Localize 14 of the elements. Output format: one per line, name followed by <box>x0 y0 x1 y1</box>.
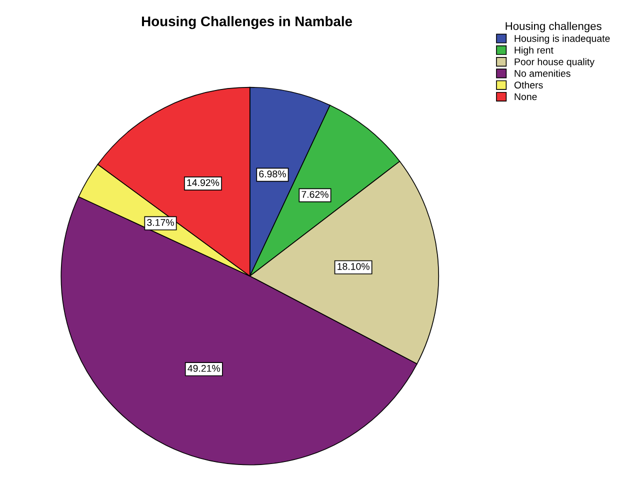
legend-title: Housing challenges <box>506 22 602 32</box>
legend-label: Housing is inadequate <box>514 34 610 44</box>
data-label: 3.17% <box>147 219 174 226</box>
legend-label: No amenities <box>514 70 570 77</box>
chart-title: Housing Challenges in Nambale <box>142 16 352 30</box>
data-label: 6.98% <box>259 170 286 178</box>
legend-label: Others <box>514 81 543 89</box>
data-label: 18.10% <box>338 263 370 270</box>
legend-label: Poor house quality <box>514 58 595 68</box>
data-label: 14.92% <box>187 179 220 186</box>
legend-label: High rent <box>514 46 554 56</box>
data-label: 7.62% <box>302 190 328 198</box>
legend-label: None <box>514 93 537 100</box>
data-label: 49.21% <box>188 364 220 372</box>
